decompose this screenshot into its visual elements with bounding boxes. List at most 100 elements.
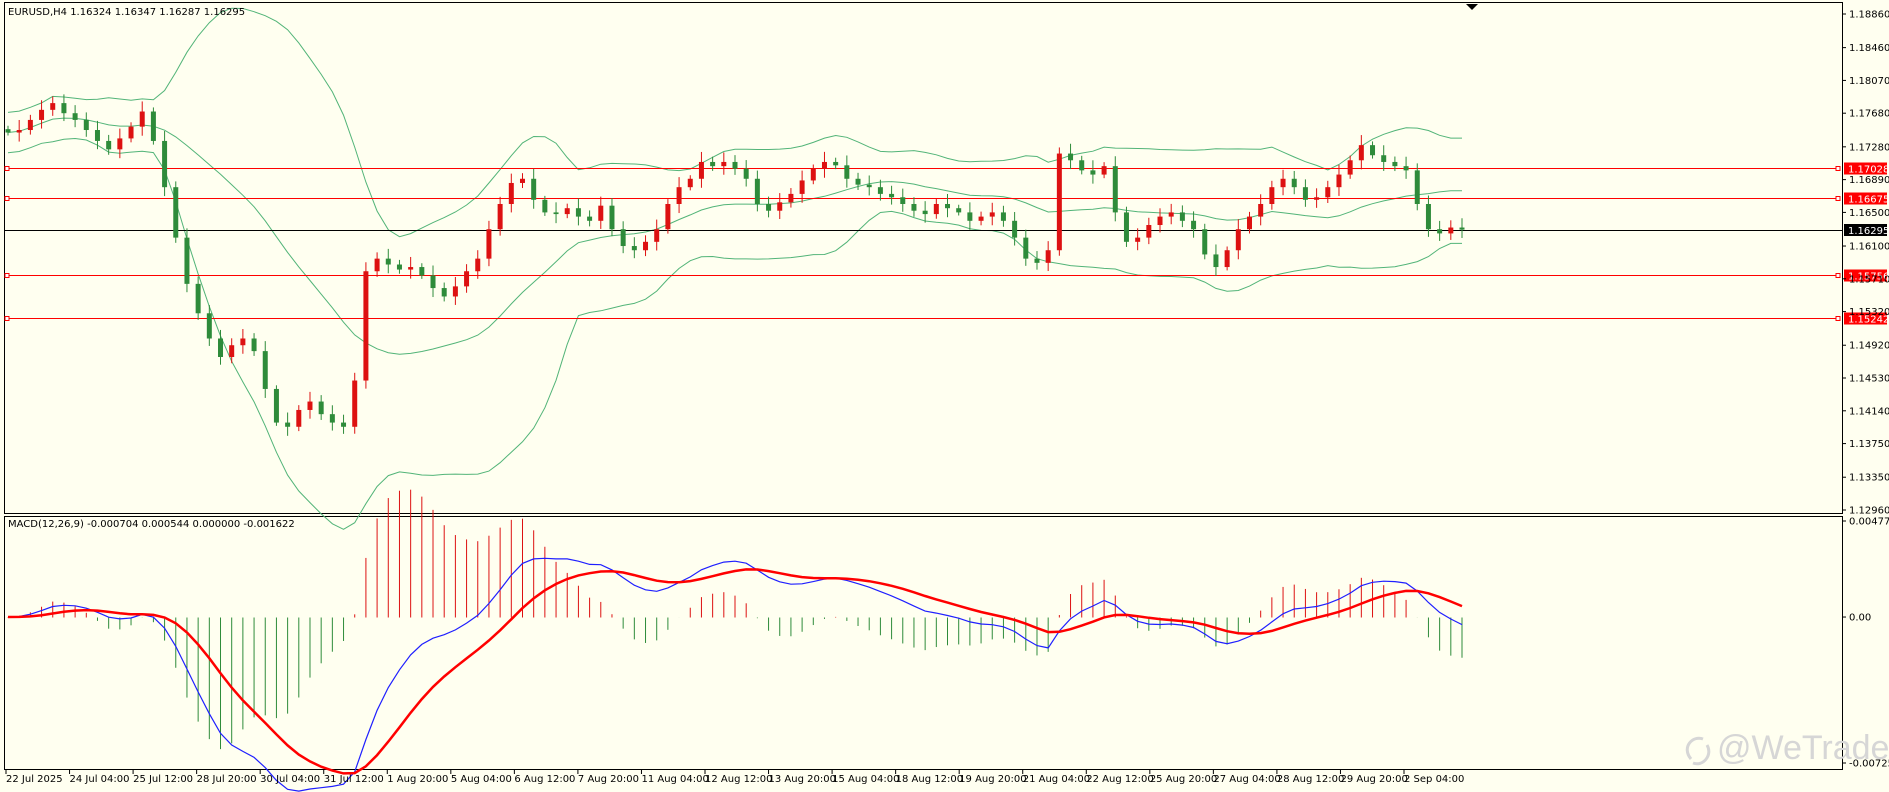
candle-body: [564, 208, 570, 215]
candle-body: [1235, 229, 1241, 251]
level-handle: [4, 316, 10, 321]
macd-tick-label: 0.00: [1849, 613, 1871, 624]
level-price-label: 1.16675: [1848, 195, 1889, 206]
candle-body: [251, 338, 257, 352]
candle-body: [5, 129, 11, 133]
candle-body: [631, 246, 637, 251]
level-price-label: 1.17028: [1848, 165, 1889, 176]
candle-body: [162, 140, 168, 188]
time-tick-label: 29 Aug 20:00: [1340, 774, 1407, 785]
bollinger-middle: [7, 117, 1462, 355]
candle-body: [475, 258, 481, 272]
candle-body: [1012, 220, 1018, 238]
candle-body: [262, 351, 268, 389]
candle-body: [531, 178, 537, 200]
candle-body: [273, 388, 279, 423]
candle-body: [150, 111, 156, 141]
candle-body: [206, 313, 212, 339]
candle-body: [553, 212, 559, 215]
candle-body: [1179, 212, 1185, 221]
time-tick-label: 21 Aug 04:00: [1023, 774, 1090, 785]
candle-body: [1157, 216, 1163, 226]
current-price-box: [1844, 224, 1887, 236]
candle-body: [128, 126, 134, 139]
price-tick-label: 1.12960: [1849, 506, 1889, 517]
candle-body: [139, 111, 145, 127]
candle-body: [542, 199, 548, 213]
candle-body: [396, 264, 402, 270]
time-tick-label: 12 Aug 12:00: [705, 774, 772, 785]
level-price-box: [1844, 269, 1887, 282]
candle-body: [486, 229, 492, 259]
candle-body: [341, 422, 347, 427]
candle-body: [1437, 229, 1443, 234]
candle-body: [1202, 229, 1208, 255]
candle-body: [1090, 170, 1096, 175]
candle-body: [1448, 227, 1454, 234]
time-tick-label: 2 Sep 04:00: [1404, 774, 1464, 785]
candle-body: [508, 182, 514, 204]
level-handle: [1835, 166, 1841, 171]
candle-body: [1269, 187, 1275, 204]
candle-body: [61, 103, 67, 114]
watermark: @WeTrade: [1685, 729, 1889, 767]
candle-body: [497, 203, 503, 230]
price-tick-label: 1.13750: [1849, 439, 1889, 450]
candle-body: [620, 229, 626, 247]
candle-body: [117, 138, 123, 150]
candle-body: [385, 258, 391, 265]
candle-body: [307, 401, 313, 410]
time-tick-label: 31 Jul 12:00: [324, 774, 384, 785]
candle-body: [1325, 187, 1331, 198]
candle-body: [352, 380, 358, 427]
candle-body: [1425, 203, 1431, 230]
candle-body: [184, 237, 190, 284]
candle-body: [1258, 203, 1264, 217]
time-tick-label: 1 Aug 20:00: [387, 774, 448, 785]
candle-body: [1392, 161, 1398, 167]
macd-panel[interactable]: [4, 516, 1843, 770]
symbol-header: EURUSD,H4 1.16324 1.16347 1.16287 1.1629…: [8, 7, 245, 18]
candle-body: [1370, 145, 1376, 156]
time-tick-label: 27 Aug 04:00: [1213, 774, 1280, 785]
candle-body: [50, 103, 56, 110]
candle-body: [754, 178, 760, 204]
candle-body: [1213, 254, 1219, 268]
candle-body: [464, 271, 470, 287]
time-tick-label: 13 Aug 20:00: [769, 774, 836, 785]
candle-body: [296, 409, 302, 427]
price-tick-label: 1.16100: [1849, 242, 1889, 253]
candle-body: [732, 161, 738, 169]
level-handle: [4, 273, 10, 278]
price-tick-label: 1.14140: [1849, 406, 1889, 417]
candle-body: [1034, 258, 1040, 263]
candle-body: [956, 208, 962, 213]
price-panel[interactable]: [4, 2, 1843, 514]
level-handle: [1835, 273, 1841, 278]
candle-body: [1045, 250, 1051, 263]
signal-line: [7, 568, 1463, 775]
time-tick-label: 28 Jul 20:00: [197, 774, 257, 785]
candle-body: [1381, 155, 1387, 162]
candle-body: [1123, 212, 1129, 242]
candle-body: [821, 161, 827, 169]
candle-body: [374, 258, 380, 272]
price-tick-label: 1.14920: [1849, 341, 1889, 352]
candle-body: [106, 140, 112, 150]
candle-body: [1224, 250, 1230, 268]
candle-body: [889, 193, 895, 198]
candle-body: [1000, 212, 1006, 221]
shift-marker-icon[interactable]: [1466, 4, 1478, 10]
candle-body: [721, 161, 727, 167]
wetrade-logo-icon: [1685, 736, 1711, 766]
time-tick-label: 19 Aug 20:00: [959, 774, 1026, 785]
candle-body: [687, 178, 693, 188]
candle-body: [1358, 145, 1364, 161]
candle-body: [810, 168, 816, 181]
candle-body: [408, 267, 414, 270]
time-tick-label: 5 Aug 04:00: [451, 774, 512, 785]
time-tick-label: 7 Aug 20:00: [578, 774, 639, 785]
candle-body: [441, 288, 447, 297]
